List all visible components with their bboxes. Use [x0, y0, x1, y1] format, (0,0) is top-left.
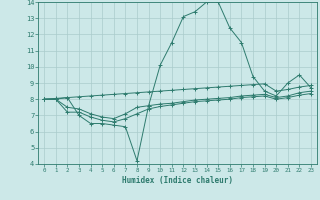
X-axis label: Humidex (Indice chaleur): Humidex (Indice chaleur) [122, 176, 233, 185]
